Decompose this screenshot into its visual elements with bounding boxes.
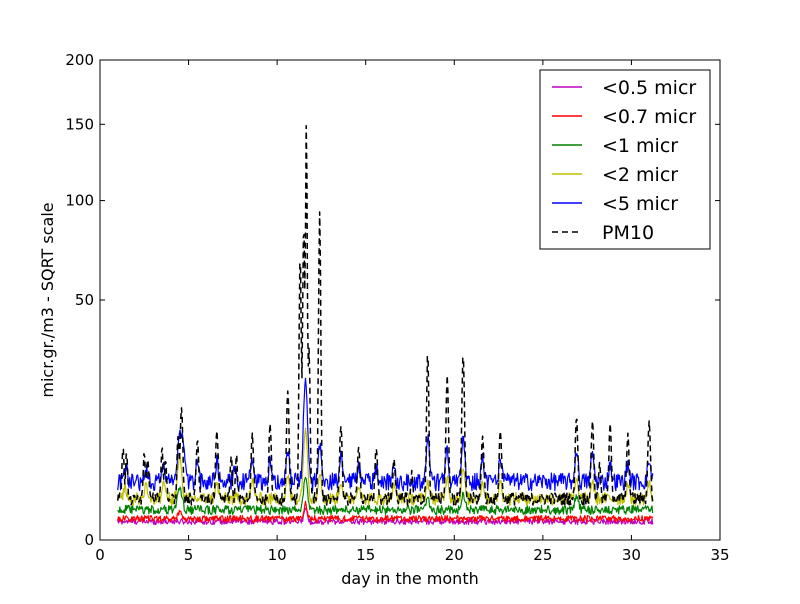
x-tick-label: 35 <box>710 546 729 564</box>
x-tick-label: 10 <box>268 546 287 564</box>
series-line-0-7-micr <box>117 500 654 523</box>
x-tick-label: 25 <box>533 546 552 564</box>
series-line-0-5-micr <box>117 507 654 526</box>
legend: <0.5 micr <0.7 micr <1 micr <2 micr <5 micr P… <box>539 69 711 250</box>
y-tick-label: 0 <box>84 531 94 549</box>
x-tick-label: 30 <box>622 546 641 564</box>
x-tick-label: 5 <box>184 546 194 564</box>
series-line-pm10 <box>116 125 654 506</box>
legend-box <box>539 69 711 250</box>
legend-label: <1 micr <box>602 135 678 157</box>
y-tick-label: 100 <box>65 192 94 210</box>
legend-label: <2 micr <box>602 164 678 186</box>
x-tick-label: 15 <box>356 546 375 564</box>
x-tick-label: 20 <box>445 546 464 564</box>
x-axis-label: day in the month <box>341 569 478 588</box>
series-line-1-micr <box>117 476 654 516</box>
legend-label: <5 micr <box>602 193 678 215</box>
y-tick-label: 50 <box>75 291 94 309</box>
y-axis-label: micr.gr./m3 - SQRT scale <box>38 202 57 397</box>
plot-area <box>116 125 654 526</box>
legend-label: PM10 <box>602 222 654 244</box>
x-tick-label: 0 <box>95 546 105 564</box>
series-line-5-micr <box>117 377 654 492</box>
legend-label: <0.5 micr <box>602 77 696 99</box>
legend-label: <0.7 micr <box>602 106 696 128</box>
axis-ticks: 0 5 10 15 20 25 30 35 0 50 100 150 200 <box>65 51 729 564</box>
y-tick-label: 200 <box>65 51 94 69</box>
y-tick-label: 150 <box>65 115 94 133</box>
